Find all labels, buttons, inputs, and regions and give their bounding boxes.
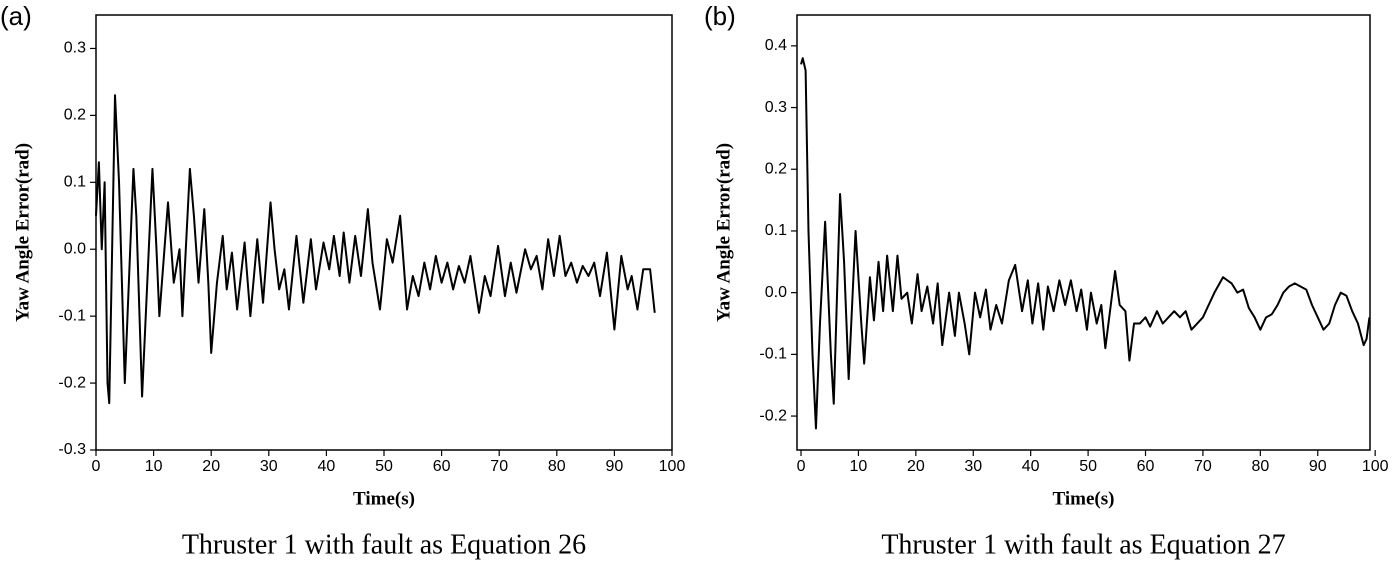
data-line: [95, 94, 656, 405]
x-tick-label: 0: [797, 458, 806, 475]
y-tick-label: 0.0: [765, 284, 787, 301]
x-tick-label: 80: [1251, 458, 1269, 475]
x-tick-label: 100: [1362, 458, 1389, 475]
x-tick-label: 40: [318, 458, 336, 475]
y-tick-label: 0.4: [765, 37, 787, 54]
y-tick-label: 0.0: [64, 240, 86, 257]
x-tick-label: 30: [260, 458, 278, 475]
caption: Thruster 1 with fault as Equation 26: [182, 529, 586, 560]
x-axis-label: Time(s): [353, 488, 415, 509]
x-tick-label: 50: [375, 458, 393, 475]
x-tick-label: 10: [850, 458, 868, 475]
y-tick-label: 0.2: [64, 107, 86, 124]
x-tick-label: 0: [92, 458, 101, 475]
x-tick-label: 50: [1079, 458, 1097, 475]
y-tick-label: -0.1: [759, 346, 787, 363]
panel-label: (b): [704, 1, 736, 31]
x-tick-label: 60: [433, 458, 451, 475]
y-tick-label: -0.2: [759, 407, 787, 424]
x-tick-label: 30: [964, 458, 982, 475]
data-line: [800, 57, 1371, 430]
x-axis-label: Time(s): [1053, 488, 1115, 509]
x-tick-label: 10: [145, 458, 163, 475]
x-tick-label: 60: [1137, 458, 1155, 475]
x-tick-label: 70: [1194, 458, 1212, 475]
x-tick-label: 90: [1309, 458, 1327, 475]
caption: Thruster 1 with fault as Equation 27: [881, 529, 1285, 560]
x-tick-label: 20: [202, 458, 220, 475]
y-axis-label: Yaw Angle Error(rad): [713, 143, 734, 322]
y-tick-label: 0.3: [765, 99, 787, 116]
x-tick-label: 90: [606, 458, 624, 475]
x-tick-label: 80: [548, 458, 566, 475]
y-tick-label: -0.3: [58, 441, 86, 458]
y-tick-label: 0.1: [765, 222, 787, 239]
y-tick-label: -0.2: [58, 374, 86, 391]
y-axis-label: Yaw Angle Error(rad): [12, 143, 33, 322]
x-tick-label: 100: [659, 458, 686, 475]
plot-frame: [95, 14, 673, 451]
x-tick-label: 70: [490, 458, 508, 475]
y-tick-label: -0.1: [58, 307, 86, 324]
x-tick-label: 20: [907, 458, 925, 475]
x-tick-label: 40: [1022, 458, 1040, 475]
y-tick-label: 0.1: [64, 174, 86, 191]
panel-label: (a): [0, 1, 32, 31]
y-tick-label: 0.3: [64, 40, 86, 57]
plot-frame: [796, 14, 1371, 451]
y-tick-label: 0.2: [765, 160, 787, 177]
